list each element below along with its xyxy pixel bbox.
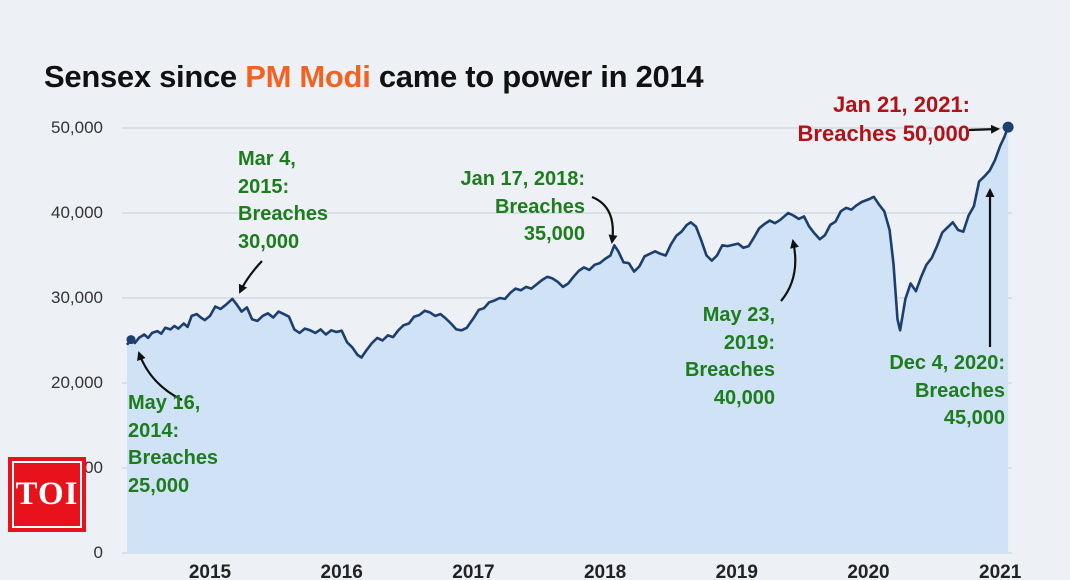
toi-logo: TOI: [8, 457, 86, 532]
toi-logo-text: TOI: [15, 476, 79, 512]
title-suffix: came to power in 2014: [370, 58, 704, 94]
annotation-breach-45000: Dec 4, 2020: Breaches 45,000: [889, 352, 1005, 430]
annotation-breach-50000: Jan 21, 2021: Breaches 50,000: [797, 92, 970, 147]
toi-logo-border: TOI: [12, 461, 82, 528]
title-highlight-pm-modi: PM Modi: [245, 58, 371, 94]
annotation-breach-40000: May 23, 2019: Breaches 40,000: [684, 304, 775, 409]
annotation-breach-25000: May 16, 2014: Breaches 25,000: [128, 392, 219, 497]
annotation-breach-35000: Jan 17, 2018: Breaches 35,000: [460, 168, 585, 246]
page-title: Sensex since PM Modi came to power in 20…: [44, 58, 704, 95]
annotation-breach-30000: Mar 4, 2015: Breaches 30,000: [238, 148, 329, 253]
title-prefix: Sensex since: [44, 58, 246, 94]
